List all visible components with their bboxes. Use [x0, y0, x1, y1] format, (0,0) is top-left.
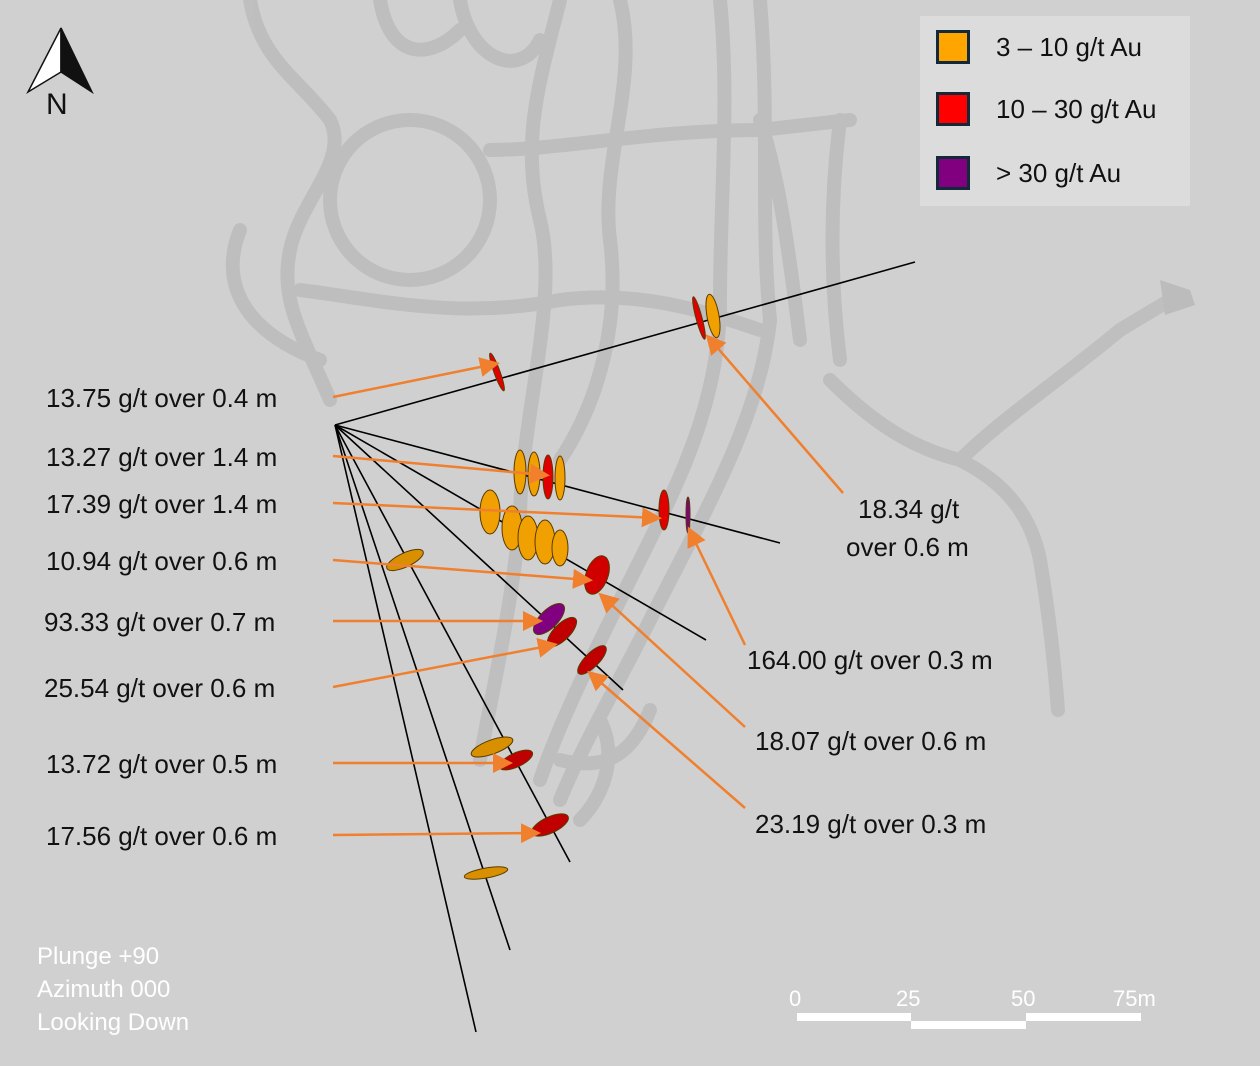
tunnel-end-shape [1160, 280, 1195, 315]
legend-item: 3 – 10 g/t Au [936, 30, 1142, 64]
intercept-label: 18.07 g/t over 0.6 m [755, 726, 987, 756]
legend-swatch-red [936, 92, 970, 126]
view-info: Plunge +90 Azimuth 000 Looking Down [37, 940, 189, 1039]
scale-tick-label: 25 [896, 986, 921, 1011]
legend-swatch-orange [936, 30, 970, 64]
intercept-label: 13.75 g/t over 0.4 m [46, 383, 278, 413]
callout-arrow [332, 357, 500, 399]
legend-label: 3 – 10 g/t Au [996, 31, 1143, 62]
intercept-label: 17.56 g/t over 0.6 m [46, 821, 278, 851]
intercept-label: 17.39 g/t over 1.4 m [46, 489, 278, 519]
intercept-red [531, 813, 569, 837]
scale-bar [797, 1013, 1141, 1029]
intercept-red [658, 489, 670, 531]
legend: 3 – 10 g/t Au 10 – 30 g/t Au > 30 g/t Au [920, 16, 1190, 206]
intercept-label: 93.33 g/t over 0.7 m [44, 607, 276, 637]
looking-text: Looking Down [37, 1009, 190, 1036]
azimuth-text: Azimuth 000 [37, 976, 171, 1003]
drillhole-trace [334, 424, 624, 691]
plunge-text: Plunge +90 [37, 943, 160, 970]
drillhole-trace [334, 424, 511, 951]
callout-arrow [687, 526, 747, 646]
drillhole-trace [334, 424, 477, 1033]
scale-tick-label: 75m [1113, 986, 1156, 1011]
callout-arrow [332, 823, 541, 844]
north-arrow-icon [26, 27, 94, 95]
legend-label: > 30 g/t Au [996, 157, 1122, 188]
intercept-red [489, 352, 505, 392]
intercept-orange [463, 866, 509, 880]
callout-arrow [332, 637, 558, 689]
intercept-orange [479, 489, 501, 535]
callout-arrow [332, 558, 593, 589]
drillhole-trace [334, 424, 571, 863]
intercept-orange [551, 529, 569, 567]
intercept-label: 23.19 g/t over 0.3 m [755, 809, 987, 839]
legend-label: 10 – 30 g/t Au [996, 93, 1157, 124]
scale-tick-label: 50 [1011, 986, 1036, 1011]
intercept-red [584, 555, 610, 595]
callout-arrow [332, 454, 550, 484]
callout-arrows [332, 334, 844, 844]
intercept-purple [685, 496, 691, 534]
callout-arrow [332, 501, 662, 528]
intercept-red [542, 454, 554, 500]
legend-swatch-purple [936, 156, 970, 190]
legend-item: 10 – 30 g/t Au [936, 92, 1156, 126]
intercept-label: 25.54 g/t over 0.6 m [44, 673, 276, 703]
scale-tick-label: 0 [789, 986, 802, 1011]
legend-item: > 30 g/t Au [936, 156, 1121, 190]
intercept-red [692, 296, 706, 340]
intercept-label: over 0.6 m [846, 532, 969, 562]
intercept-label: 13.72 g/t over 0.5 m [46, 749, 278, 779]
intercept-orange [554, 455, 566, 501]
intercept-orange [386, 548, 424, 572]
callout-arrow [587, 670, 746, 809]
callout-arrow [705, 334, 844, 494]
callout-arrow [598, 592, 746, 728]
north-label: N [46, 88, 68, 121]
intercept-label: 13.27 g/t over 1.4 m [46, 442, 278, 472]
intercept-red [577, 645, 607, 675]
drillhole-trace [334, 261, 916, 426]
intercept-label: 164.00 g/t over 0.3 m [747, 645, 993, 675]
intercept-label: 10.94 g/t over 0.6 m [46, 546, 278, 576]
intercept-label: 18.34 g/t [858, 494, 960, 524]
